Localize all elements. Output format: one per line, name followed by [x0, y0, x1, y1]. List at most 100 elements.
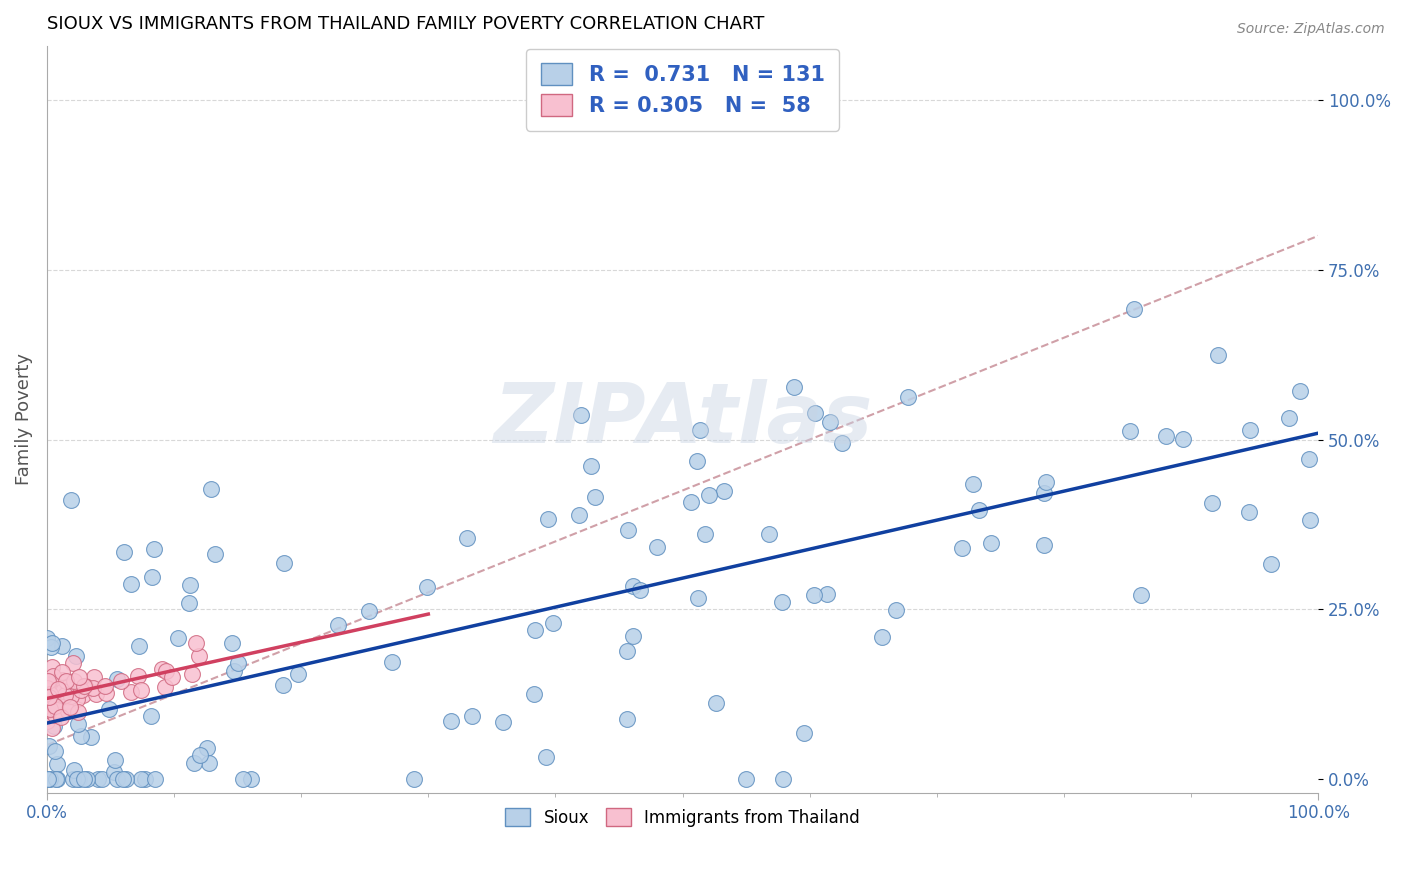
Point [84, 687, 107, 701]
Point [37, 678, 59, 692]
Point [41, 668, 63, 682]
Point [704, 696, 727, 710]
Point [120, 576, 142, 591]
Point [63, 763, 86, 777]
Point [150, 662, 173, 676]
Point [53, 688, 76, 702]
Point [831, 436, 853, 450]
Point [35, 706, 58, 721]
Point [583, 490, 606, 504]
Point [39, 677, 62, 691]
Point [38, 690, 60, 704]
Point [628, 583, 651, 598]
Point [240, 772, 263, 786]
Point [770, 595, 793, 609]
Point [204, 547, 226, 561]
Point [734, 772, 756, 786]
Point [91, 772, 114, 786]
Point [56, 704, 79, 718]
Point [1260, 557, 1282, 571]
Point [44, 744, 66, 758]
Point [681, 495, 703, 509]
Point [179, 596, 201, 610]
Point [326, 617, 349, 632]
Point [37, 772, 59, 786]
Text: ZIPAtlas: ZIPAtlas [494, 379, 872, 459]
Point [404, 772, 426, 786]
Point [222, 664, 245, 678]
Point [693, 526, 716, 541]
Legend: Sioux, Immigrants from Thailand: Sioux, Immigrants from Thailand [495, 798, 870, 837]
Point [1278, 410, 1301, 425]
Point [42, 698, 65, 712]
Point [37, 772, 59, 786]
Point [950, 541, 973, 556]
Point [1033, 486, 1056, 500]
Point [1154, 429, 1177, 443]
Point [35, 687, 58, 701]
Point [37, 674, 59, 689]
Point [461, 709, 484, 723]
Point [772, 772, 794, 786]
Point [232, 772, 254, 786]
Point [162, 670, 184, 684]
Point [37, 702, 59, 716]
Point [60, 493, 83, 508]
Point [1289, 384, 1312, 398]
Point [617, 523, 640, 537]
Point [110, 674, 132, 689]
Point [42, 719, 65, 733]
Point [62, 656, 84, 670]
Point [86, 772, 108, 786]
Point [1129, 589, 1152, 603]
Point [38, 739, 60, 753]
Point [181, 666, 204, 681]
Point [1299, 513, 1322, 527]
Point [541, 615, 564, 630]
Point [167, 631, 190, 645]
Point [271, 678, 294, 692]
Point [49, 709, 72, 723]
Point [76, 772, 98, 786]
Point [689, 423, 711, 437]
Point [53, 674, 76, 689]
Point [197, 756, 219, 771]
Point [129, 772, 152, 786]
Point [803, 406, 825, 420]
Point [686, 453, 709, 467]
Point [980, 536, 1002, 550]
Point [73, 679, 96, 693]
Point [616, 643, 638, 657]
Point [818, 415, 841, 429]
Point [1239, 423, 1261, 437]
Point [1119, 424, 1142, 438]
Point [537, 512, 560, 526]
Point [70, 730, 93, 744]
Point [45, 772, 67, 786]
Point [56, 693, 79, 707]
Point [44, 687, 66, 701]
Point [870, 630, 893, 644]
Y-axis label: Family Poverty: Family Poverty [15, 353, 32, 485]
Point [153, 680, 176, 694]
Point [226, 656, 249, 670]
Point [67, 772, 90, 786]
Point [55, 673, 77, 688]
Point [51, 639, 73, 653]
Point [1298, 452, 1320, 467]
Point [803, 588, 825, 602]
Point [41, 721, 63, 735]
Point [103, 765, 125, 780]
Point [46, 681, 69, 696]
Point [645, 541, 668, 555]
Point [523, 687, 546, 701]
Point [886, 603, 908, 617]
Point [38, 687, 60, 701]
Point [38, 702, 60, 716]
Point [80, 731, 103, 745]
Point [94, 679, 117, 693]
Point [62, 673, 84, 688]
Point [621, 579, 644, 593]
Point [45, 756, 67, 771]
Point [1237, 505, 1260, 519]
